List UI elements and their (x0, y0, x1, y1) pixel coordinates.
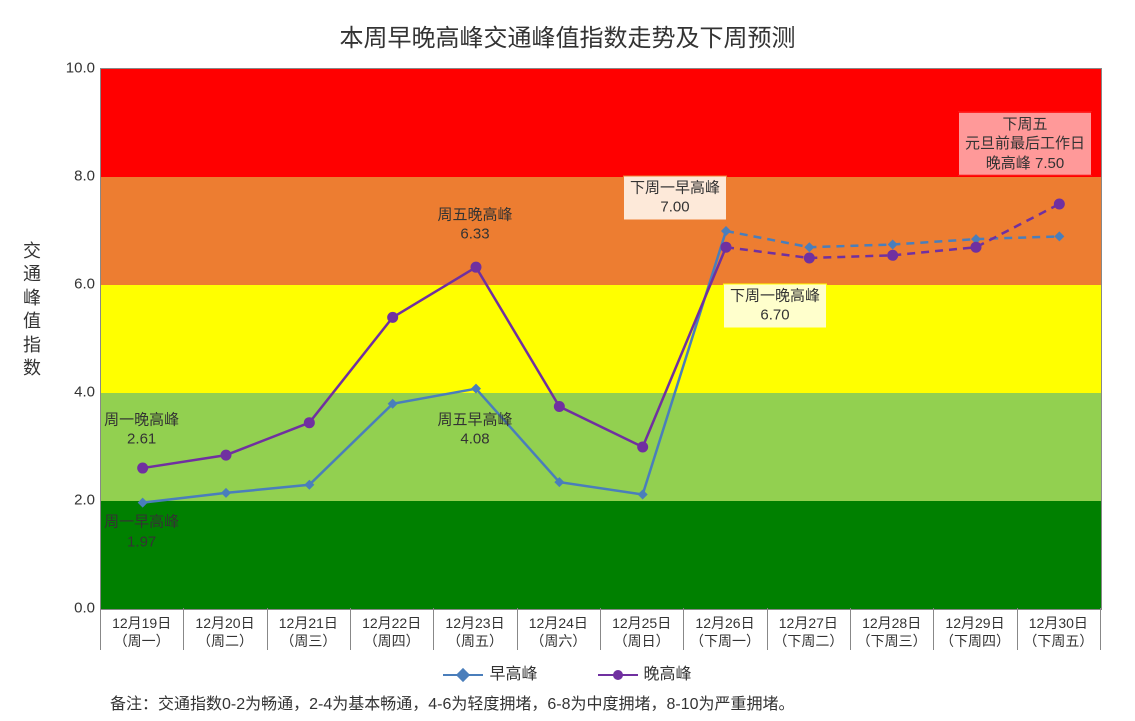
x-tick-line2: （下周五） (1023, 633, 1093, 649)
x-tick-separator (1100, 608, 1101, 650)
x-tick: 12月29日 （下周四） (940, 614, 1010, 650)
y-tick: 2.0 (45, 492, 95, 509)
x-tick: 12月21日 （周三） (279, 614, 338, 650)
legend-label: 晚高峰 (644, 666, 692, 683)
legend-line-icon (443, 674, 483, 676)
x-tick-line2: （下周三） (857, 633, 927, 649)
x-tick-line1: 12月30日 (1029, 615, 1088, 631)
data-label: 周五早高峰4.08 (437, 410, 512, 449)
legend-item: 晚高峰 (598, 660, 692, 684)
diamond-marker-icon (456, 668, 470, 682)
y-tick: 10.0 (45, 60, 95, 77)
x-tick-line1: 12月20日 (195, 615, 254, 631)
x-tick-line2: （周日） (614, 633, 670, 649)
y-tick: 0.0 (45, 600, 95, 617)
x-tick-line1: 12月21日 (279, 615, 338, 631)
chart-svg (101, 69, 1101, 609)
x-tick-line2: （下周一） (690, 633, 760, 649)
x-tick: 12月23日 （周五） (445, 614, 504, 650)
data-label: 周一早高峰1.97 (104, 513, 179, 552)
y-tick: 4.0 (45, 384, 95, 401)
x-tick: 12月30日 （下周五） (1023, 614, 1093, 650)
data-label: 下周一晚高峰6.70 (723, 283, 827, 328)
x-tick-separator (100, 608, 101, 650)
x-tick-separator (850, 608, 851, 650)
data-label: 下周一早高峰7.00 (623, 175, 727, 220)
x-tick-separator (767, 608, 768, 650)
x-tick-line1: 12月27日 (779, 615, 838, 631)
x-tick: 12月20日 （周二） (195, 614, 254, 650)
x-tick-separator (433, 608, 434, 650)
x-tick-line1: 12月23日 (445, 615, 504, 631)
x-tick-line2: （下周四） (940, 633, 1010, 649)
y-tick: 6.0 (45, 276, 95, 293)
x-tick-line1: 12月26日 (695, 615, 754, 631)
x-tick: 12月25日 （周日） (612, 614, 671, 650)
x-tick-line1: 12月29日 (945, 615, 1004, 631)
legend: 早高峰 晚高峰 (0, 660, 1135, 684)
legend-line-icon (598, 674, 638, 676)
x-tick-separator (933, 608, 934, 650)
legend-item: 早高峰 (443, 660, 537, 684)
y-axis-label: 交通峰值指数 (22, 240, 42, 380)
x-tick-separator (267, 608, 268, 650)
footnote: 备注：交通指数0-2为畅通，2-4为基本畅通，4-6为轻度拥堵，6-8为中度拥堵… (110, 690, 795, 714)
x-tick-separator (183, 608, 184, 650)
x-tick-separator (683, 608, 684, 650)
x-tick: 12月22日 （周四） (362, 614, 421, 650)
x-tick-line2: （周一） (114, 633, 170, 649)
data-label: 周五晚高峰6.33 (437, 205, 512, 244)
x-tick-line2: （周二） (197, 633, 253, 649)
x-tick: 12月26日 （下周一） (690, 614, 760, 650)
chart-container: 本周早晚高峰交通峰值指数走势及下周预测 交通峰值指数 早高峰 晚高峰 备注：交通指… (0, 0, 1135, 721)
y-tick: 8.0 (45, 168, 95, 185)
data-label: 下周五元旦前最后工作日晚高峰 7.50 (958, 111, 1092, 176)
legend-label: 早高峰 (489, 666, 537, 683)
x-tick-line2: （下周二） (773, 633, 843, 649)
x-tick-separator (600, 608, 601, 650)
x-tick-separator (1017, 608, 1018, 650)
x-tick-separator (517, 608, 518, 650)
x-tick-line1: 12月22日 (362, 615, 421, 631)
x-tick-line2: （周三） (280, 633, 336, 649)
circle-marker-icon (613, 670, 623, 680)
x-tick-line1: 12月19日 (112, 615, 171, 631)
chart-title: 本周早晚高峰交通峰值指数走势及下周预测 (0, 18, 1135, 53)
x-tick-separator (350, 608, 351, 650)
x-tick: 12月19日 （周一） (112, 614, 171, 650)
plot-area (100, 68, 1102, 610)
x-tick: 12月24日 （周六） (529, 614, 588, 650)
x-tick-line1: 12月28日 (862, 615, 921, 631)
data-label: 周一晚高峰2.61 (104, 410, 179, 449)
x-tick-line1: 12月25日 (612, 615, 671, 631)
x-tick-line2: （周五） (447, 633, 503, 649)
x-tick-line1: 12月24日 (529, 615, 588, 631)
x-tick-line2: （周六） (530, 633, 586, 649)
x-tick-line2: （周四） (364, 633, 420, 649)
x-tick: 12月28日 （下周三） (857, 614, 927, 650)
x-tick: 12月27日 （下周二） (773, 614, 843, 650)
